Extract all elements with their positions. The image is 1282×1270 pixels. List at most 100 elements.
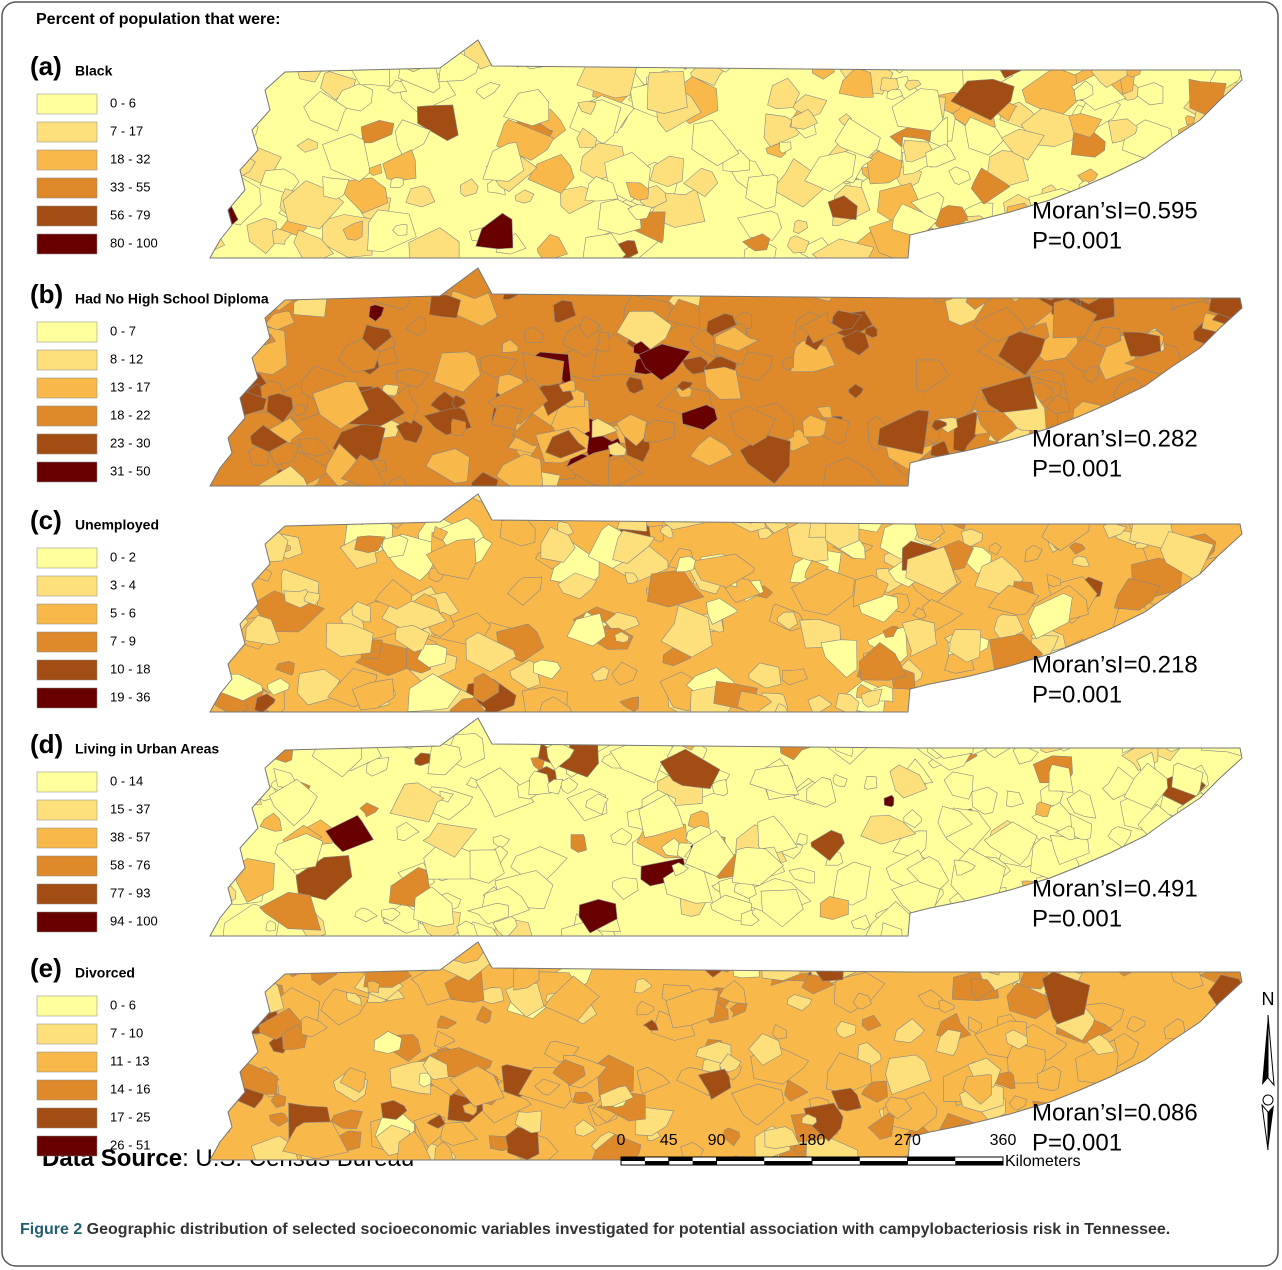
- map-region: [190, 587, 238, 633]
- map-region: [1041, 734, 1062, 753]
- legend-swatch: [37, 828, 97, 848]
- map-region: [496, 45, 527, 67]
- legend-swatch: [37, 856, 97, 876]
- map-region: [571, 835, 587, 853]
- map-region: [995, 726, 1019, 746]
- map-region: [996, 938, 1014, 954]
- map-region: [499, 33, 526, 47]
- north-arrow: [1262, 1105, 1268, 1150]
- scale-segment: [860, 1161, 908, 1165]
- map-region: [715, 724, 738, 745]
- map-region: [413, 37, 432, 55]
- scale-segment: [717, 1157, 765, 1161]
- legend-label: 0 - 6: [110, 95, 136, 110]
- map-region: [995, 232, 1029, 262]
- map-region: [969, 695, 1005, 737]
- map-region: [789, 276, 805, 288]
- map-region: [1146, 474, 1181, 497]
- map-region: [247, 938, 267, 954]
- map-region: [1151, 239, 1195, 270]
- caption-text: Geographic distribution of selected soci…: [82, 1221, 1170, 1238]
- map-region: [634, 262, 657, 279]
- map-region: [963, 698, 995, 738]
- map-region: [1244, 1060, 1256, 1074]
- map-region: [1239, 542, 1255, 557]
- map-region: [928, 28, 967, 54]
- north-arrow: [1262, 1015, 1268, 1085]
- map-region: [1191, 673, 1231, 716]
- map-region: [1189, 604, 1213, 627]
- map-region: [664, 33, 688, 58]
- legend-label: 80 - 100: [110, 235, 158, 250]
- legend-label: 7 - 10: [110, 1025, 143, 1040]
- map-region: [1142, 41, 1171, 63]
- map-region: [754, 500, 770, 514]
- map-region: [222, 595, 246, 615]
- legend-label: 14 - 16: [110, 1081, 150, 1096]
- map-region: [647, 71, 687, 113]
- map-region: [950, 683, 969, 696]
- map-region: [204, 841, 218, 855]
- legend-swatch: [37, 350, 97, 370]
- legend-swatch: [37, 122, 97, 142]
- map-region: [1215, 898, 1242, 927]
- map-region: [1040, 47, 1059, 68]
- map-region: [597, 26, 631, 64]
- scale-segment: [812, 1157, 860, 1161]
- map-region: [401, 35, 423, 50]
- legend-swatch: [37, 1136, 97, 1156]
- scale-tick-label: 0: [617, 1132, 626, 1149]
- legend-label: 31 - 50: [110, 463, 150, 478]
- legend-swatch: [37, 406, 97, 426]
- map-region: [1190, 147, 1219, 177]
- map-region: [1215, 1041, 1239, 1057]
- map-region: [1057, 937, 1100, 974]
- map-region: [1225, 1101, 1241, 1118]
- map-region: [647, 261, 686, 291]
- scale-tick-label: 45: [660, 1132, 678, 1149]
- p-value: P=0.001: [1032, 227, 1122, 254]
- map-region: [213, 184, 229, 197]
- map-region: [381, 712, 404, 731]
- map-region: [489, 1136, 508, 1151]
- map-region: [379, 49, 398, 71]
- legend-label: 18 - 32: [110, 151, 150, 166]
- map-region: [518, 503, 543, 520]
- map-region: [1059, 262, 1091, 283]
- legend-label: 38 - 57: [110, 829, 150, 844]
- map-region: [1172, 1036, 1199, 1061]
- map-region: [533, 274, 555, 291]
- scale-segment: [645, 1161, 669, 1165]
- map-region: [633, 269, 652, 287]
- p-value: P=0.001: [1032, 455, 1122, 482]
- map-region: [1216, 217, 1234, 234]
- map-region: [1205, 696, 1225, 714]
- map-region: [768, 491, 790, 513]
- map-region: [678, 945, 713, 970]
- map-region: [1106, 281, 1125, 295]
- map-region: [1198, 1051, 1211, 1063]
- legend-swatch: [37, 206, 97, 226]
- map-region: [622, 935, 665, 964]
- moran-stat: Moran’sI=0.218: [1032, 651, 1198, 678]
- scale-tick-label: 180: [799, 1132, 826, 1149]
- map-region: [424, 714, 437, 725]
- map-region: [681, 55, 695, 69]
- map-region: [1206, 123, 1238, 149]
- map-region: [1119, 267, 1147, 292]
- panel-letter: (e): [30, 953, 62, 983]
- map-region: [1153, 1078, 1171, 1093]
- map-region: [1217, 882, 1275, 922]
- figure: Percent of population that were: Data So…: [0, 0, 1282, 1270]
- map-region: [1006, 444, 1029, 464]
- moran-stat: Moran’sI=0.086: [1032, 1099, 1198, 1126]
- map-region: [282, 279, 306, 300]
- legend-label: 33 - 55: [110, 179, 150, 194]
- panel-title: Black: [75, 63, 113, 79]
- map-region: [566, 486, 588, 508]
- map-region: [1230, 220, 1244, 231]
- map-region: [1209, 590, 1243, 616]
- map-region: [930, 263, 983, 302]
- map-region: [727, 485, 765, 523]
- map-region: [1154, 26, 1197, 69]
